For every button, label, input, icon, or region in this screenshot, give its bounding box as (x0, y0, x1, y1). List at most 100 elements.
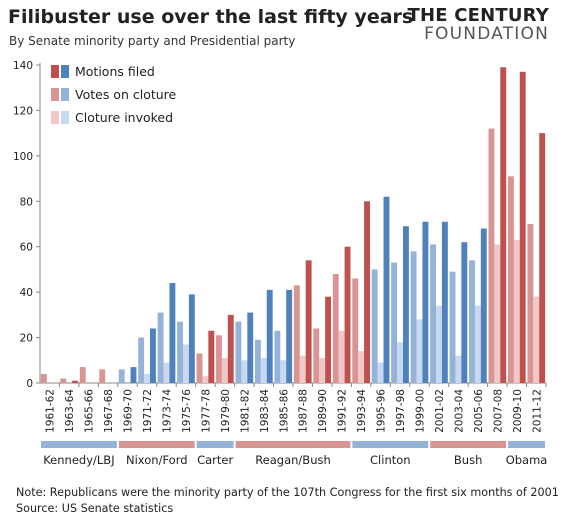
legend-swatch-votes-dem (61, 88, 69, 101)
x-tick-label: 1993-94 (356, 389, 368, 433)
x-tick-label: 2005-06 (473, 389, 485, 433)
source-text: Source: US Senate statistics (16, 502, 174, 515)
bar-invoked (455, 355, 462, 383)
bar-motions (305, 260, 312, 383)
bar-motions (422, 221, 429, 383)
bar-motions (461, 242, 468, 383)
era-bar (196, 441, 234, 448)
y-tick-label: 60 (20, 242, 33, 254)
bar-votes (40, 373, 47, 383)
x-tick-label: 1985-86 (278, 389, 290, 433)
bar-votes (99, 369, 106, 383)
bar-votes (527, 224, 534, 383)
x-tick-label: 1983-84 (259, 389, 271, 433)
century-foundation-logo: THE CENTURY FOUNDATION (408, 7, 549, 44)
bar-motions (169, 283, 176, 383)
bar-invoked (144, 373, 150, 383)
bar-votes (488, 128, 495, 383)
bar-votes (216, 335, 222, 383)
chart-subtitle: By Senate minority party and Presidentia… (9, 34, 296, 48)
legend-label-votes: Votes on cloture (75, 87, 177, 102)
x-tick-label: 1965-66 (84, 389, 96, 433)
bar-votes (118, 369, 125, 383)
bar-votes (410, 251, 417, 383)
bar-votes (196, 353, 203, 383)
x-tick-label: 2011-12 (531, 389, 543, 433)
bar-votes (352, 278, 359, 383)
era-label: Clinton (370, 453, 411, 467)
legend-swatch-invoked-dem (61, 111, 69, 124)
bar-votes (313, 328, 320, 383)
era-label: Kennedy/LBJ (43, 453, 114, 467)
y-tick-label: 0 (26, 378, 33, 390)
legend-swatch-votes-rep (51, 88, 59, 101)
era-label: Carter (197, 453, 233, 467)
x-tick-label: 1977-78 (200, 389, 212, 433)
era-label: Nixon/Ford (126, 453, 188, 467)
x-tick-label: 2001-02 (434, 389, 446, 433)
note-text: Note: Republicans were the minority part… (16, 486, 559, 499)
bar-motions (519, 71, 526, 383)
bar-motions (286, 289, 293, 383)
legend-label-motions: Motions filed (75, 64, 155, 79)
era-label: Obama (506, 453, 548, 467)
bar-invoked (474, 305, 481, 383)
chart-title: Filibuster use over the last fifty years (8, 6, 414, 28)
y-tick-label: 80 (20, 196, 33, 208)
bar-invoked (183, 344, 189, 383)
bar-votes (138, 337, 145, 383)
bar-motions (149, 328, 156, 383)
bar-motions (227, 314, 234, 383)
bar-motions (383, 196, 390, 383)
era-bar (430, 441, 507, 448)
era-bar (118, 441, 195, 448)
era-bar (352, 441, 429, 448)
bar-invoked (280, 360, 287, 383)
bar-invoked (202, 376, 209, 383)
era-label: Bush (454, 453, 482, 467)
bar-motions (402, 226, 409, 383)
x-tick-label: 1987-88 (298, 389, 310, 433)
y-tick-label: 120 (13, 105, 33, 117)
bar-invoked (319, 358, 326, 383)
bar-invoked (436, 305, 442, 383)
bar-votes (507, 176, 514, 383)
legend-swatch-motions-rep (51, 65, 59, 78)
bar-votes (293, 285, 300, 383)
x-tick-label: 1975-76 (181, 389, 193, 433)
bar-motions (344, 246, 351, 383)
x-tick-label: 1961-62 (45, 389, 57, 433)
bar-votes (430, 244, 437, 383)
legend-swatch-motions-dem (61, 65, 69, 78)
bar-invoked (416, 319, 423, 383)
bar-invoked (338, 330, 345, 383)
bar-motions (247, 312, 254, 383)
bar-invoked (241, 360, 248, 383)
bar-invoked (513, 239, 520, 383)
y-tick-label: 140 (13, 60, 33, 72)
bar-invoked (299, 355, 306, 383)
x-tick-label: 1963-64 (64, 389, 76, 433)
bar-votes (157, 312, 164, 383)
bar-votes (391, 262, 398, 383)
era-bar (41, 441, 117, 448)
bar-invoked (377, 362, 384, 383)
x-tick-label: 2009-10 (512, 389, 524, 433)
bar-invoked (358, 351, 365, 383)
y-tick-label: 100 (13, 151, 33, 163)
x-tick-label: 1973-74 (162, 389, 174, 433)
era-label: Reagan/Bush (255, 453, 331, 467)
bar-votes (177, 321, 184, 383)
bar-invoked (260, 358, 267, 383)
legend-label-invoked: Cloture invoked (75, 110, 173, 125)
x-tick-label: 1981-82 (239, 389, 251, 433)
x-tick-label: 2007-08 (492, 389, 504, 433)
bar-votes (449, 271, 456, 383)
x-tick-label: 1991-92 (337, 389, 349, 433)
bar-votes (469, 260, 475, 383)
bar-motions (441, 221, 448, 383)
bar-invoked (397, 342, 403, 383)
y-tick-label: 20 (20, 333, 33, 345)
x-tick-label: 1989-90 (317, 389, 329, 433)
